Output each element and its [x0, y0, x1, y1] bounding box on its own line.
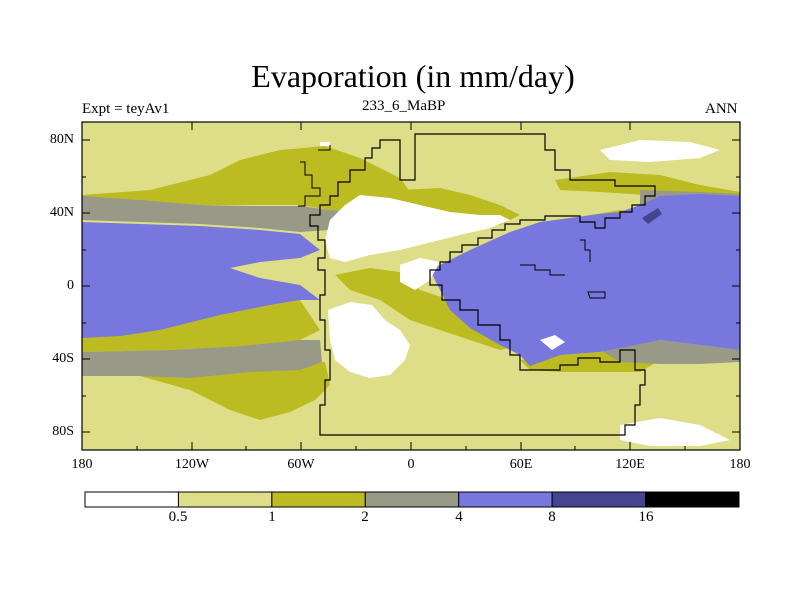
white-spot [540, 335, 565, 350]
x-label-120e: 120E [615, 457, 645, 472]
map-title: Evaporation (in mm/day) [251, 58, 575, 94]
colorbar-segment [271, 491, 366, 508]
y-label-80n: 80N [49, 132, 74, 147]
y-label-40s: 40S [52, 351, 74, 366]
season-label: ANN [705, 101, 738, 117]
blue-ocean-east [430, 194, 740, 366]
colorbar-label-4: 4 [455, 509, 463, 525]
x-label-60w: 60W [287, 457, 315, 472]
olive-band-north [82, 146, 420, 210]
colorbar-label-2: 2 [361, 509, 369, 525]
olive-pacific-southeast [82, 300, 320, 352]
coast-fragment-east [580, 239, 591, 262]
gray-band-south [82, 340, 322, 378]
x-label-0: 0 [407, 457, 415, 472]
colorbar-segment [645, 491, 740, 508]
x-ticks [81, 122, 741, 450]
blue-pacific-west [82, 222, 320, 338]
colorbar-segment [177, 491, 273, 508]
white-land-central [400, 258, 440, 290]
y-ticks [82, 139, 740, 433]
x-label-120w: 120W [174, 457, 210, 472]
period-label: 233_6_MaBP [362, 98, 446, 114]
colorbar-segment [84, 491, 179, 508]
colorbar-label-8: 8 [548, 509, 556, 525]
coast-fragment-southeast [520, 264, 565, 276]
colorbar-label-0-5: 0.5 [168, 509, 188, 525]
colorbar-label-1: 1 [268, 509, 276, 525]
continent-outline [309, 133, 656, 436]
coast-fragment-north [318, 145, 331, 151]
colorbar-segment [551, 491, 647, 508]
x-label-180w: 180 [71, 457, 93, 472]
y-label-40n: 40N [49, 205, 74, 220]
white-land-south [328, 302, 410, 378]
x-label-180e: 180 [729, 457, 751, 472]
coast-fragment-west [298, 161, 321, 207]
y-label-0: 0 [67, 278, 74, 293]
colorbar [84, 491, 740, 508]
x-label-60e: 60E [509, 457, 533, 472]
y-label-80s: 80S [52, 424, 74, 439]
white-land-north [325, 195, 510, 262]
colorbar-label-16: 16 [638, 509, 654, 525]
coast-fragment-island [587, 291, 606, 299]
colorbar-segment [364, 491, 460, 508]
experiment-label: Expt = teyAv1 [82, 101, 170, 117]
white-arctic-east [600, 140, 720, 162]
white-southeast [620, 418, 730, 446]
white-arctic-west [320, 142, 330, 146]
navy-patch [642, 208, 662, 224]
colorbar-segment [458, 491, 553, 508]
